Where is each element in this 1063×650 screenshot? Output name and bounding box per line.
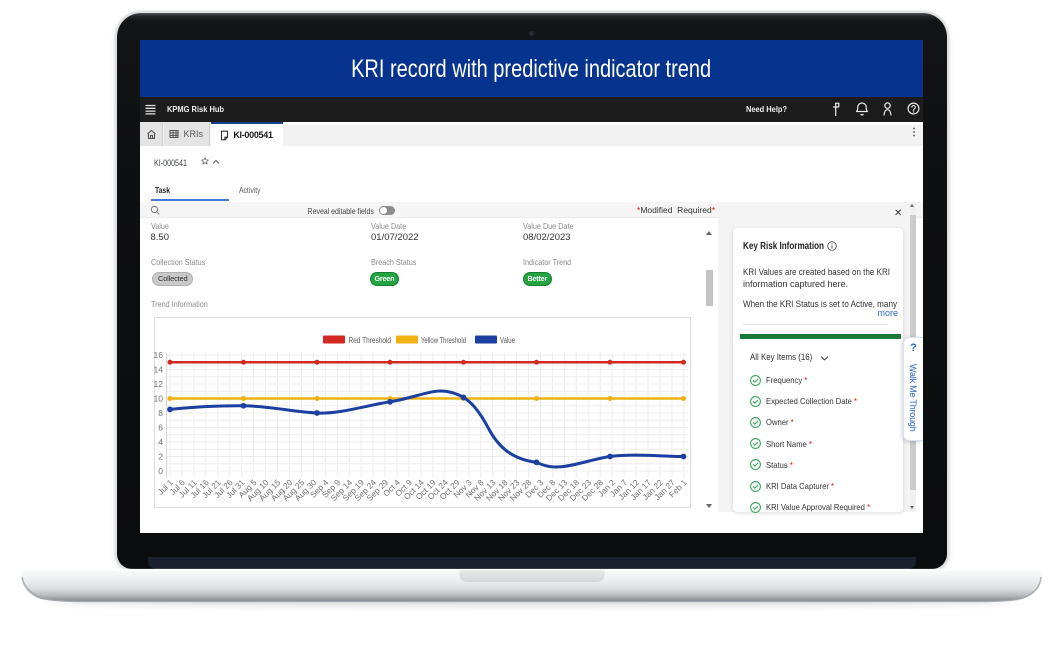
svg-text:14: 14 <box>154 364 163 374</box>
svg-text:Value: Value <box>500 335 515 345</box>
svg-text:2: 2 <box>158 451 163 461</box>
svg-text:Yellow Threshold: Yellow Threshold <box>421 335 466 345</box>
svg-text:6: 6 <box>158 422 163 432</box>
svg-text:8: 8 <box>158 408 163 418</box>
svg-text:12: 12 <box>154 379 163 389</box>
svg-text:Red Threshold: Red Threshold <box>349 335 392 345</box>
svg-text:10: 10 <box>154 393 163 403</box>
svg-text:16: 16 <box>154 350 163 360</box>
svg-text:0: 0 <box>158 466 163 476</box>
svg-text:4: 4 <box>158 437 163 447</box>
